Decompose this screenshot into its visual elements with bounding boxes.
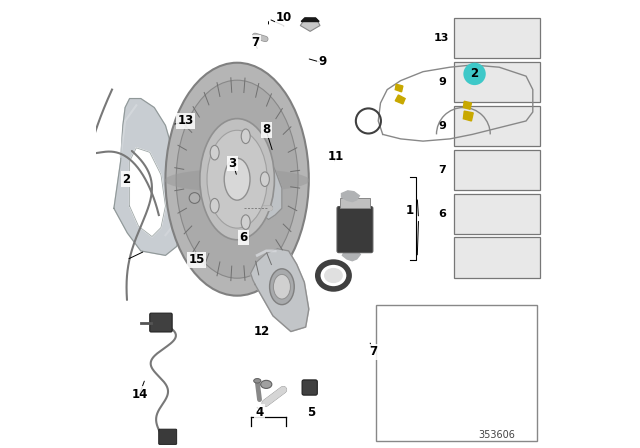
Ellipse shape <box>273 274 291 299</box>
Text: 9: 9 <box>438 121 446 131</box>
Ellipse shape <box>269 269 294 305</box>
Ellipse shape <box>260 172 269 186</box>
Ellipse shape <box>224 158 250 200</box>
Bar <box>376 305 538 441</box>
Ellipse shape <box>324 268 343 283</box>
Text: 1: 1 <box>406 204 413 217</box>
Ellipse shape <box>210 198 219 213</box>
Polygon shape <box>463 101 472 109</box>
Text: 3: 3 <box>228 157 237 170</box>
Bar <box>454 106 540 146</box>
Polygon shape <box>301 18 319 22</box>
Text: 7: 7 <box>369 345 377 358</box>
Text: 6: 6 <box>240 231 248 244</box>
Text: 5: 5 <box>307 405 315 419</box>
Ellipse shape <box>241 129 250 143</box>
Text: 10: 10 <box>276 11 292 25</box>
Bar <box>454 18 540 58</box>
Bar <box>454 62 540 102</box>
Text: 353606: 353606 <box>479 431 515 440</box>
Text: 7: 7 <box>438 165 445 175</box>
Polygon shape <box>396 95 405 104</box>
Text: 9: 9 <box>438 77 446 87</box>
Polygon shape <box>253 152 282 220</box>
Polygon shape <box>342 191 360 202</box>
Text: 13: 13 <box>177 114 194 128</box>
Polygon shape <box>114 99 184 255</box>
Ellipse shape <box>241 215 250 229</box>
Ellipse shape <box>253 379 261 383</box>
Polygon shape <box>342 249 360 261</box>
Bar <box>454 237 540 278</box>
Ellipse shape <box>200 119 275 240</box>
FancyBboxPatch shape <box>337 207 373 253</box>
Text: 13: 13 <box>434 33 449 43</box>
Text: 12: 12 <box>253 325 270 338</box>
Polygon shape <box>463 111 473 121</box>
FancyBboxPatch shape <box>150 313 172 332</box>
Text: 4: 4 <box>255 405 264 419</box>
Circle shape <box>189 193 200 203</box>
Text: 11: 11 <box>328 150 344 164</box>
Circle shape <box>463 63 486 85</box>
Bar <box>340 198 370 208</box>
Polygon shape <box>251 249 309 332</box>
Text: 9: 9 <box>318 55 326 69</box>
FancyBboxPatch shape <box>159 429 177 444</box>
Text: 6: 6 <box>438 209 446 219</box>
Bar <box>454 150 540 190</box>
Ellipse shape <box>260 380 272 388</box>
Bar <box>454 194 540 234</box>
Ellipse shape <box>207 130 268 228</box>
Polygon shape <box>300 18 320 31</box>
Text: 14: 14 <box>131 388 148 401</box>
FancyBboxPatch shape <box>302 380 317 395</box>
Text: 2: 2 <box>470 67 479 81</box>
Polygon shape <box>396 84 403 92</box>
Ellipse shape <box>165 63 309 296</box>
Text: 8: 8 <box>262 123 270 137</box>
Ellipse shape <box>164 169 310 192</box>
Ellipse shape <box>176 80 298 278</box>
Text: 7: 7 <box>251 36 259 49</box>
Text: 2: 2 <box>122 172 131 186</box>
Text: 15: 15 <box>189 253 205 267</box>
Polygon shape <box>130 148 165 237</box>
Ellipse shape <box>210 146 219 160</box>
